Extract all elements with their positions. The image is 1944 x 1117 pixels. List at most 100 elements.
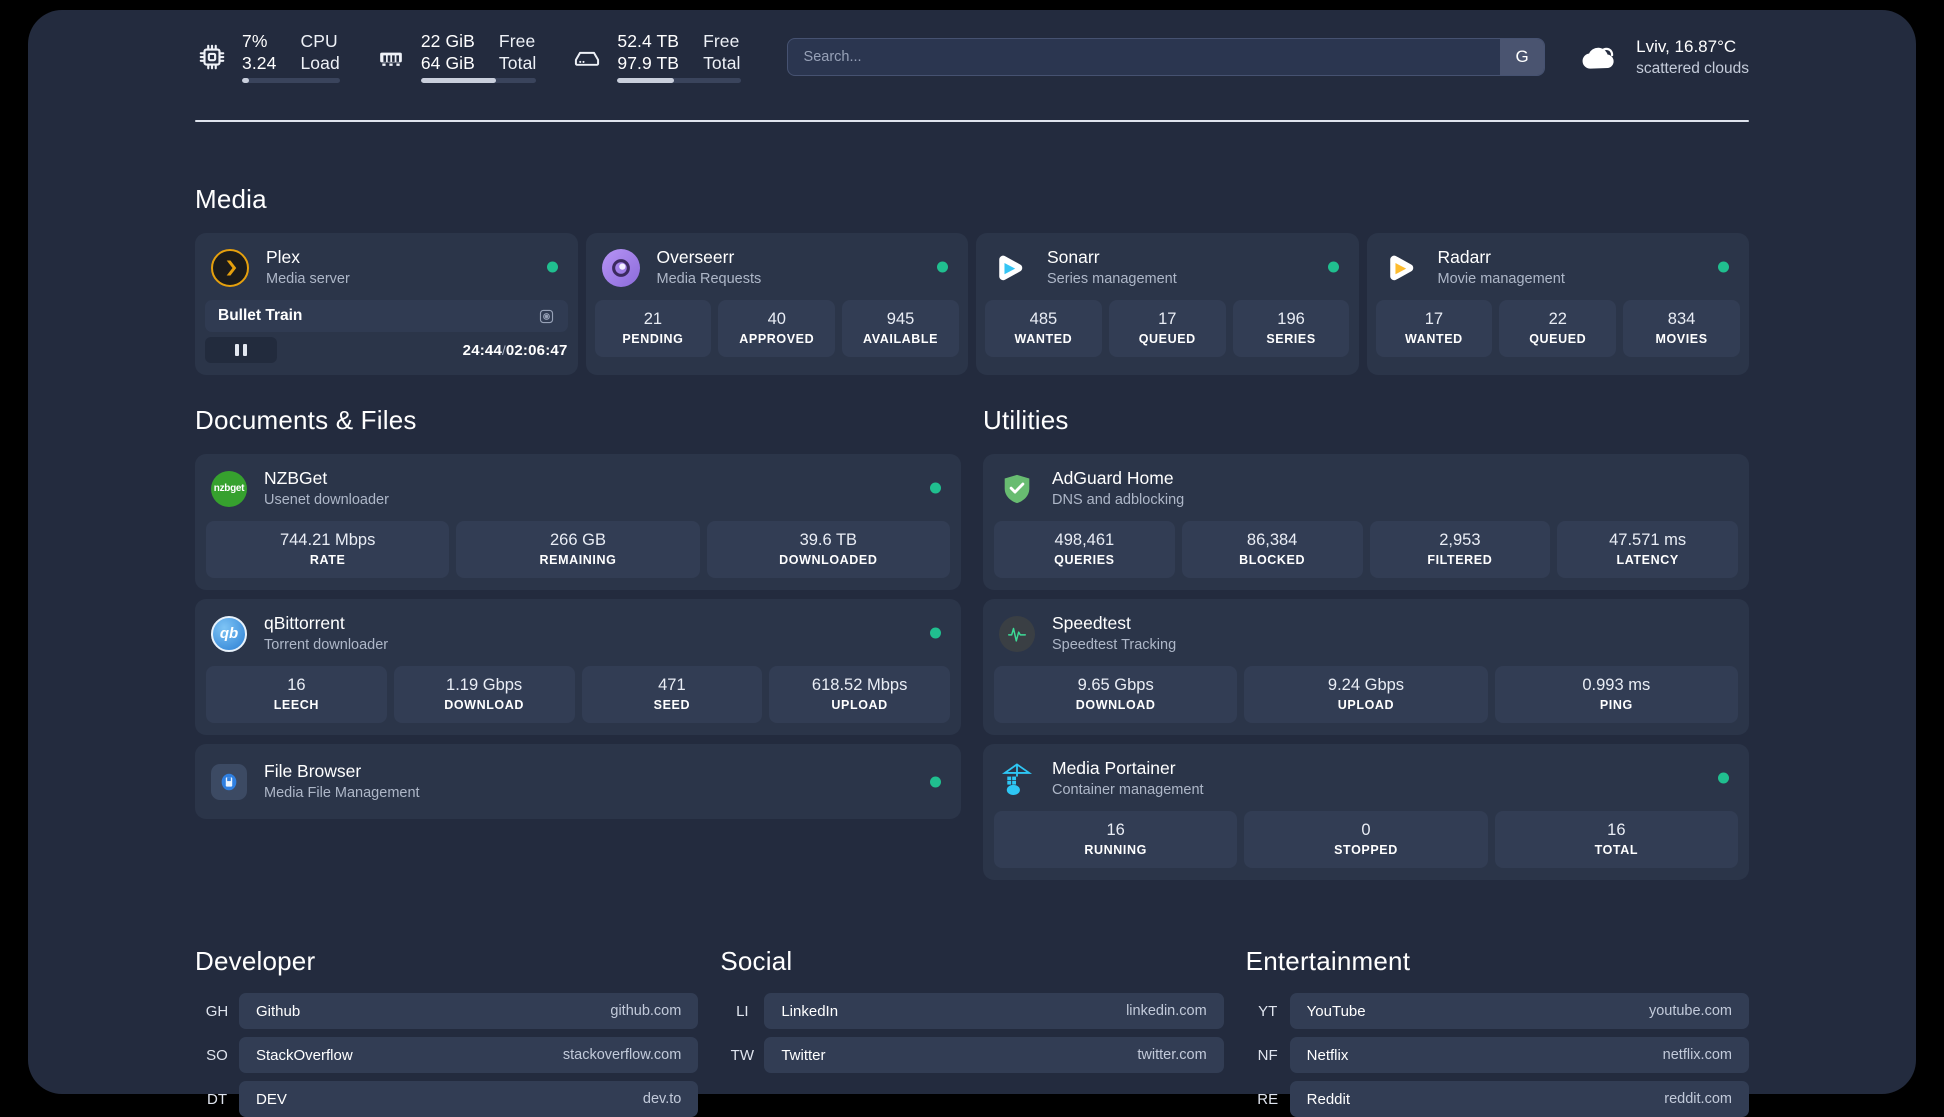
media-card-row: Plex Media server Bullet Train	[195, 233, 1749, 375]
bookmark-link[interactable]: Twitter twitter.com	[764, 1037, 1224, 1073]
stat-label: SEED	[653, 698, 691, 712]
plex-icon	[211, 248, 249, 287]
service-card-sonarr[interactable]: Sonarr Series management 485 WANTED 17 Q…	[976, 233, 1359, 375]
search-bar[interactable]: G	[786, 38, 1546, 76]
filebrowser-meta: File Browser Media File Management	[264, 761, 420, 802]
bookmark-link[interactable]: Github github.com	[239, 993, 699, 1029]
stat-tile: 1.19 Gbps DOWNLOAD	[393, 666, 575, 723]
speedtest-card-header: Speedtest Speedtest Tracking	[983, 599, 1749, 666]
service-card-portainer[interactable]: Media Portainer Container management 16 …	[983, 744, 1749, 880]
bookmark-link[interactable]: LinkedIn linkedin.com	[764, 993, 1224, 1029]
list-item[interactable]: YT YouTube youtube.com	[1246, 993, 1749, 1029]
nzbget-status-dot	[930, 482, 941, 493]
bookmark-name: DEV	[256, 1090, 287, 1108]
stat-tile: 485 WANTED	[985, 300, 1102, 357]
stat-value: 471	[658, 676, 686, 694]
sonarr-card-header: Sonarr Series management	[976, 233, 1359, 300]
bookmark-link[interactable]: StackOverflow stackoverflow.com	[239, 1037, 699, 1073]
memory-usage-bar	[420, 78, 537, 83]
stat-label: PING	[1599, 698, 1633, 712]
bookmark-url: github.com	[610, 1003, 682, 1019]
filebrowser-card-header: File Browser Media File Management	[195, 744, 961, 819]
plex-time-readout: 24:44/02:06:47	[463, 342, 568, 359]
stat-value: 40	[767, 310, 786, 328]
bookmark-tag: GH	[205, 1002, 229, 1020]
gear-icon[interactable]	[538, 308, 555, 325]
memory-values: 22 GiB 64 GiB	[421, 31, 475, 74]
bookmark-link[interactable]: YouTube youtube.com	[1289, 993, 1749, 1029]
overseerr-status-dot	[937, 261, 948, 272]
plex-subtitle: Media server	[266, 271, 350, 287]
stat-label: DOWNLOADED	[779, 553, 878, 567]
list-item[interactable]: TW Twitter twitter.com	[720, 1037, 1224, 1073]
plex-time-separator: /	[502, 342, 506, 358]
search-input[interactable]	[787, 39, 1501, 75]
overseerr-name: Overseerr	[656, 247, 735, 267]
bookmark-name: Netflix	[1306, 1046, 1349, 1064]
portainer-name: Media Portainer	[1052, 758, 1176, 778]
portainer-subtitle: Container management	[1052, 782, 1204, 798]
portainer-status-dot	[1718, 772, 1729, 783]
plex-now-playing-bar: Bullet Train	[205, 300, 568, 332]
stat-value: 9.65 Gbps	[1077, 676, 1154, 694]
sonarr-name: Sonarr	[1047, 247, 1100, 267]
stat-value: 2,953	[1439, 531, 1481, 549]
stat-tile: 266 GB REMAINING	[456, 521, 700, 578]
bookmark-link[interactable]: DEV dev.to	[239, 1081, 699, 1117]
cpu-label-2: Load	[300, 53, 340, 73]
service-card-filebrowser[interactable]: File Browser Media File Management	[195, 744, 961, 819]
service-card-qbittorrent[interactable]: qb qBittorrent Torrent downloader 16 LEE…	[195, 599, 961, 735]
stat-label: QUEUED	[1529, 332, 1587, 346]
stat-value: 196	[1277, 310, 1305, 328]
qbittorrent-stats: 16 LEECH 1.19 Gbps DOWNLOAD 471 SEED 6	[195, 666, 961, 735]
disk-total-value: 97.9 TB	[617, 53, 680, 73]
stat-value: 17	[1424, 310, 1444, 328]
adguard-name: AdGuard Home	[1052, 468, 1174, 488]
list-item[interactable]: SO StackOverflow stackoverflow.com	[195, 1037, 699, 1073]
stat-tile: 2,953 FILTERED	[1369, 521, 1551, 578]
bookmark-url: reddit.com	[1664, 1091, 1732, 1107]
service-card-adguard[interactable]: AdGuard Home DNS and adblocking 498,461 …	[983, 454, 1749, 590]
list-item[interactable]: GH Github github.com	[195, 993, 699, 1029]
stat-tile: 0 STOPPED	[1244, 811, 1488, 868]
list-item[interactable]: NF Netflix netflix.com	[1246, 1037, 1749, 1073]
stat-tile: 834 MOVIES	[1623, 300, 1740, 357]
bookmark-tag: DT	[207, 1090, 227, 1108]
cpu-usage-bar	[242, 78, 340, 83]
stat-tile: 945 AVAILABLE	[842, 300, 959, 357]
bookmark-name: Reddit	[1306, 1090, 1351, 1108]
weather-location-temp: Lviv, 16.87°C	[1636, 36, 1737, 56]
list-item[interactable]: LI LinkedIn linkedin.com	[720, 993, 1224, 1029]
list-item[interactable]: RE Reddit reddit.com	[1246, 1081, 1749, 1117]
stat-tile: 47.571 ms LATENCY	[1557, 521, 1738, 578]
service-card-speedtest[interactable]: Speedtest Speedtest Tracking 9.65 Gbps D…	[983, 599, 1749, 735]
service-card-nzbget[interactable]: nzbget NZBGet Usenet downloader 744.21 M…	[195, 454, 961, 590]
qbittorrent-subtitle: Torrent downloader	[264, 637, 389, 653]
stat-tile: 16 RUNNING	[994, 811, 1238, 868]
list-item[interactable]: DT DEV dev.to	[195, 1081, 699, 1117]
bookmark-link[interactable]: Netflix netflix.com	[1289, 1037, 1749, 1073]
stat-tile: 744.21 Mbps RATE	[206, 521, 450, 578]
stat-tile: 22 QUEUED	[1499, 300, 1617, 357]
service-card-plex[interactable]: Plex Media server Bullet Train	[195, 233, 578, 375]
disk-labels: Free Total	[703, 31, 740, 74]
service-card-radarr[interactable]: Radarr Movie management 17 WANTED 22 QUE…	[1366, 233, 1749, 375]
pause-icon[interactable]	[205, 337, 277, 363]
search-engine-button[interactable]: G	[1500, 39, 1545, 75]
stat-label: UPLOAD	[831, 698, 888, 712]
speedtest-name: Speedtest	[1052, 613, 1131, 633]
stat-value: 16	[1607, 821, 1626, 839]
documents-card-stack: nzbget NZBGet Usenet downloader 744.21 M…	[195, 454, 961, 819]
stat-tile: 40 APPROVED	[718, 300, 836, 357]
memory-free-value: 22 GiB	[420, 31, 475, 51]
bookmark-tag: SO	[206, 1046, 228, 1064]
bookmark-tag: LI	[736, 1002, 749, 1020]
stat-label: TOTAL	[1594, 843, 1639, 857]
stat-tile: 196 SERIES	[1232, 300, 1350, 357]
bookmark-link[interactable]: Reddit reddit.com	[1289, 1081, 1749, 1117]
service-card-overseerr[interactable]: Overseerr Media Requests 21 PENDING 40 A…	[585, 233, 968, 375]
stat-value: 17	[1158, 310, 1177, 328]
filebrowser-name: File Browser	[264, 761, 362, 781]
portainer-icon	[999, 761, 1035, 797]
sonarr-stats: 485 WANTED 17 QUEUED 196 SERIES	[976, 300, 1359, 367]
